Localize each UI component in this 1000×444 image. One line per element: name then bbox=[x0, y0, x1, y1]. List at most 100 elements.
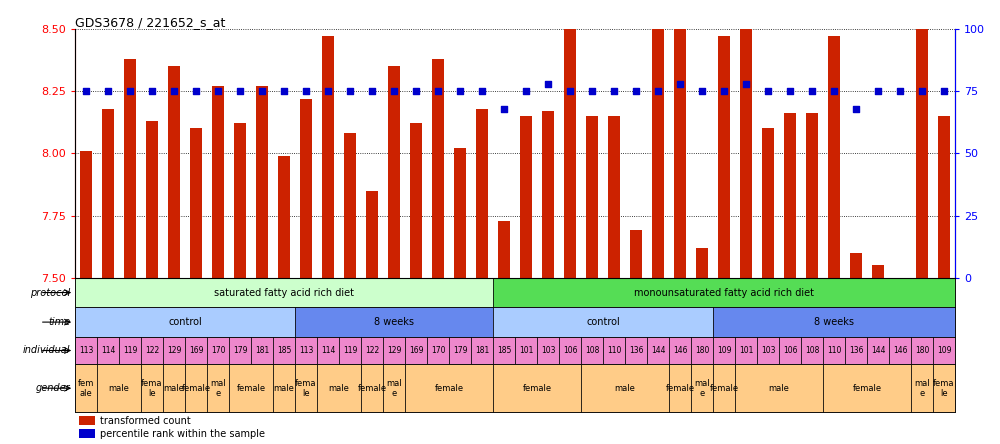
Bar bbox=[102, 108, 114, 278]
Point bbox=[386, 87, 402, 95]
Bar bbox=[383, 364, 405, 412]
Bar bbox=[933, 364, 955, 412]
Point bbox=[408, 87, 424, 95]
Text: time: time bbox=[48, 317, 71, 327]
Text: 136: 136 bbox=[849, 346, 863, 355]
Point bbox=[540, 80, 556, 87]
Text: 103: 103 bbox=[761, 346, 775, 355]
Bar bbox=[845, 337, 867, 364]
Bar bbox=[647, 337, 669, 364]
Bar bbox=[344, 133, 356, 278]
Bar bbox=[388, 66, 400, 278]
Point bbox=[298, 87, 314, 95]
Bar bbox=[251, 337, 273, 364]
Text: 113: 113 bbox=[299, 346, 313, 355]
Bar bbox=[80, 151, 92, 278]
Bar bbox=[190, 128, 202, 278]
Text: 108: 108 bbox=[805, 346, 819, 355]
Bar bbox=[498, 221, 510, 278]
Text: 122: 122 bbox=[145, 346, 159, 355]
Text: 185: 185 bbox=[277, 346, 291, 355]
Bar bbox=[916, 0, 928, 278]
Bar bbox=[493, 307, 713, 337]
Point bbox=[804, 87, 820, 95]
Bar bbox=[828, 36, 840, 278]
Point bbox=[562, 87, 578, 95]
Bar bbox=[735, 337, 757, 364]
Text: 169: 169 bbox=[409, 346, 423, 355]
Text: 119: 119 bbox=[343, 346, 357, 355]
Text: 108: 108 bbox=[585, 346, 599, 355]
Text: 144: 144 bbox=[651, 346, 665, 355]
Point bbox=[276, 87, 292, 95]
Bar bbox=[295, 337, 317, 364]
Bar bbox=[295, 364, 317, 412]
Bar bbox=[713, 364, 735, 412]
Bar bbox=[234, 123, 246, 278]
Bar bbox=[366, 190, 378, 278]
Point bbox=[826, 87, 842, 95]
Bar bbox=[669, 364, 691, 412]
Bar bbox=[938, 116, 950, 278]
Point bbox=[232, 87, 248, 95]
Bar bbox=[542, 111, 554, 278]
Text: fem
ale: fem ale bbox=[78, 379, 94, 398]
Bar bbox=[119, 337, 141, 364]
Bar bbox=[410, 123, 422, 278]
Point bbox=[936, 87, 952, 95]
Text: 106: 106 bbox=[563, 346, 577, 355]
Bar bbox=[97, 337, 119, 364]
Bar bbox=[718, 36, 730, 278]
Text: 146: 146 bbox=[893, 346, 907, 355]
Point bbox=[430, 87, 446, 95]
Bar bbox=[559, 337, 581, 364]
Text: 179: 179 bbox=[233, 346, 247, 355]
Text: male: male bbox=[274, 384, 294, 393]
Text: male: male bbox=[329, 384, 349, 393]
Point bbox=[496, 105, 512, 112]
Bar bbox=[278, 156, 290, 278]
Bar bbox=[757, 337, 779, 364]
Text: male: male bbox=[615, 384, 635, 393]
Bar bbox=[493, 278, 955, 307]
Text: 129: 129 bbox=[387, 346, 401, 355]
Bar bbox=[625, 337, 647, 364]
Point bbox=[188, 87, 204, 95]
Text: fema
le: fema le bbox=[295, 379, 317, 398]
Bar bbox=[300, 99, 312, 278]
Text: GDS3678 / 221652_s_at: GDS3678 / 221652_s_at bbox=[75, 16, 225, 29]
Text: transformed count: transformed count bbox=[100, 416, 190, 425]
Bar bbox=[124, 59, 136, 278]
Point bbox=[782, 87, 798, 95]
Bar bbox=[691, 364, 713, 412]
Bar bbox=[779, 337, 801, 364]
Text: fema
le: fema le bbox=[933, 379, 955, 398]
Text: individual: individual bbox=[23, 345, 71, 356]
Text: 101: 101 bbox=[519, 346, 533, 355]
Point bbox=[144, 87, 160, 95]
Bar bbox=[564, 0, 576, 278]
Text: 122: 122 bbox=[365, 346, 379, 355]
Point bbox=[892, 87, 908, 95]
Text: 170: 170 bbox=[431, 346, 445, 355]
Text: female: female bbox=[434, 384, 464, 393]
Bar bbox=[911, 364, 933, 412]
Bar bbox=[185, 337, 207, 364]
Bar bbox=[801, 337, 823, 364]
Bar bbox=[762, 128, 774, 278]
Bar bbox=[141, 337, 163, 364]
Point bbox=[518, 87, 534, 95]
Text: control: control bbox=[168, 317, 202, 327]
Bar bbox=[256, 86, 268, 278]
Text: 144: 144 bbox=[871, 346, 885, 355]
Bar bbox=[850, 253, 862, 278]
Text: 109: 109 bbox=[717, 346, 731, 355]
Bar bbox=[75, 337, 97, 364]
Bar bbox=[79, 416, 95, 425]
Point bbox=[78, 87, 94, 95]
Text: 179: 179 bbox=[453, 346, 467, 355]
Text: 106: 106 bbox=[783, 346, 797, 355]
Point bbox=[210, 87, 226, 95]
Point bbox=[738, 80, 754, 87]
Text: mal
e: mal e bbox=[210, 379, 226, 398]
